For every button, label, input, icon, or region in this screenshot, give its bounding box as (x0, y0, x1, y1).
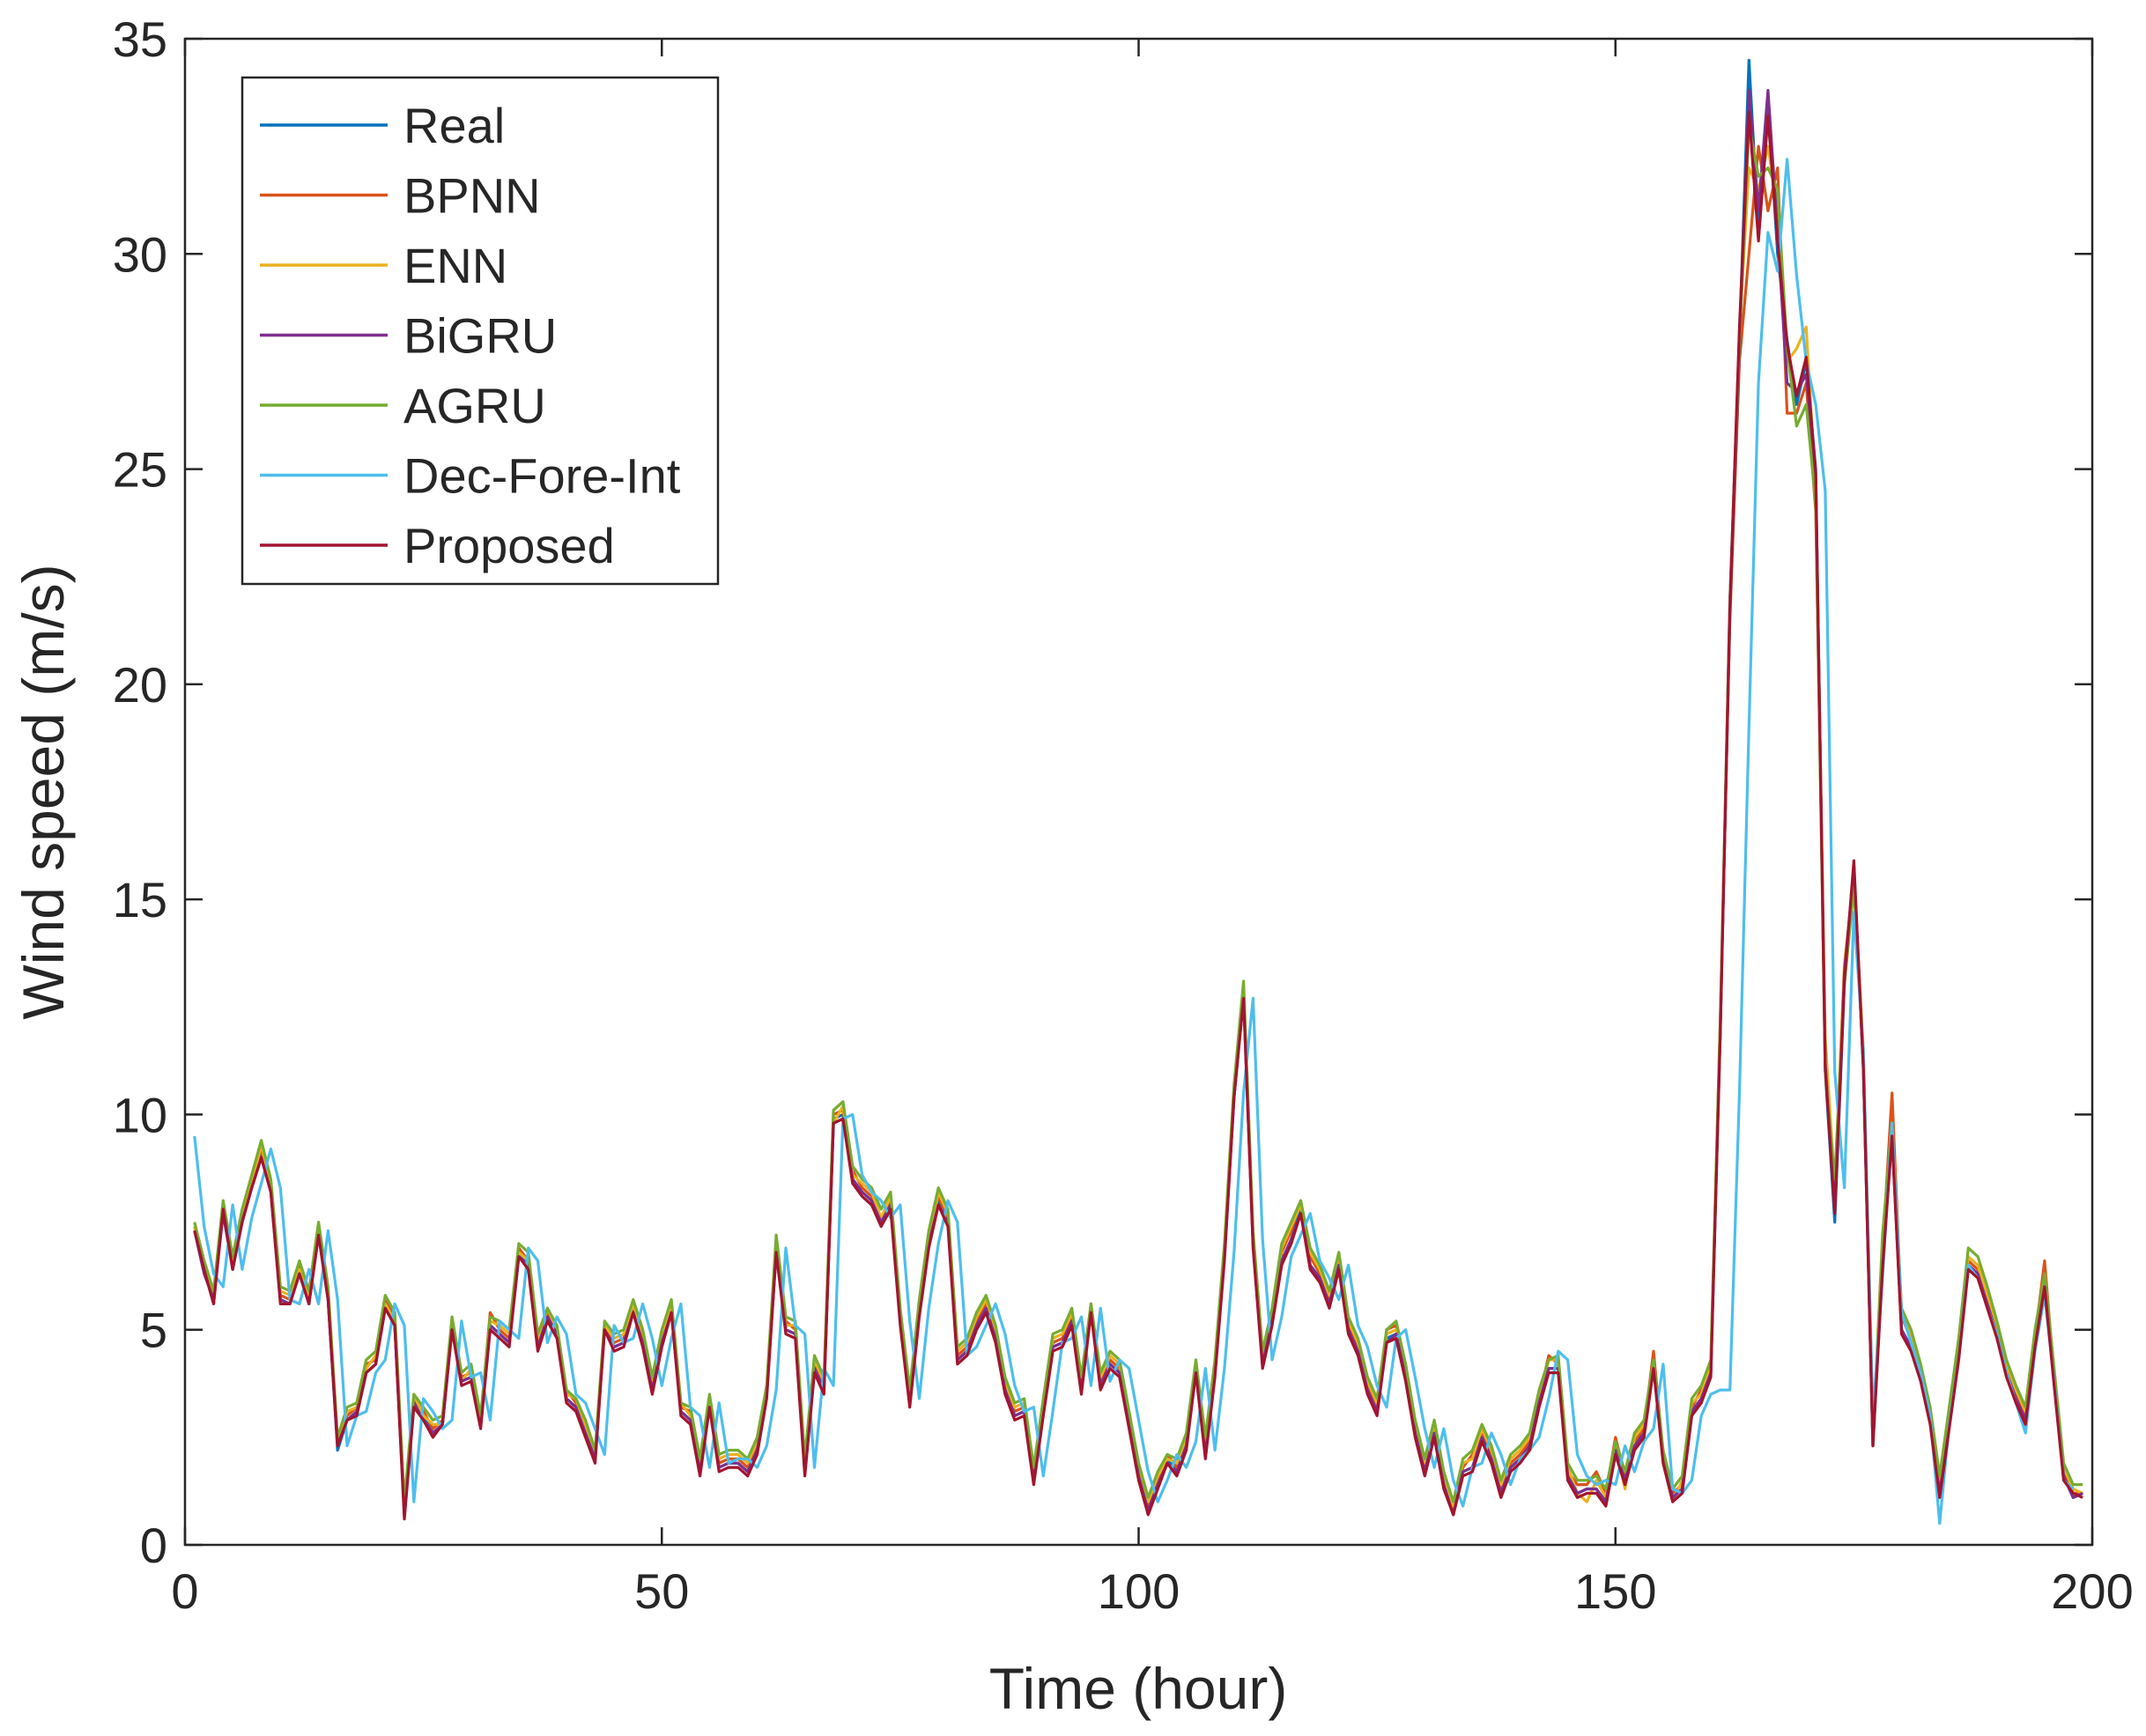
legend-label: Real (403, 98, 505, 153)
y-tick-label: 25 (113, 442, 167, 498)
x-axis-label: Time (hour) (989, 1656, 1288, 1721)
series-line-dec-fore-int (193, 158, 2075, 1525)
x-tick-label: 50 (634, 1563, 689, 1619)
y-tick-label: 30 (113, 226, 167, 282)
x-tick-label: 200 (2051, 1563, 2133, 1619)
y-tick-label: 20 (113, 657, 167, 713)
y-tick-label: 15 (113, 872, 167, 927)
legend: Real BPNN ENN BiGRU AGRU Dec-Fore-Int Proposed (240, 76, 720, 586)
y-tick-label: 10 (113, 1087, 167, 1142)
legend-label: AGRU (403, 378, 546, 433)
y-tick-label: 35 (113, 11, 167, 67)
legend-box (240, 76, 720, 586)
series-line-proposed (193, 110, 2083, 1521)
y-tick-label: 5 (140, 1303, 167, 1358)
legend-label: Proposed (403, 518, 615, 573)
series-layer (193, 58, 2083, 1525)
y-tick-label: 0 (140, 1518, 167, 1573)
legend-label: Dec-Fore-Int (403, 448, 681, 504)
axis-ticks: 0 50 100 150 200 0 5 10 15 20 25 30 35 (113, 11, 2134, 1619)
legend-label: BPNN (403, 168, 541, 224)
legend-label: BiGRU (403, 308, 557, 364)
x-tick-label: 100 (1098, 1563, 1180, 1619)
x-tick-label: 150 (1574, 1563, 1656, 1619)
x-tick-label: 0 (171, 1563, 198, 1619)
y-axis-label: Wind speed (m/s) (11, 564, 76, 1019)
legend-label: ENN (403, 238, 507, 293)
